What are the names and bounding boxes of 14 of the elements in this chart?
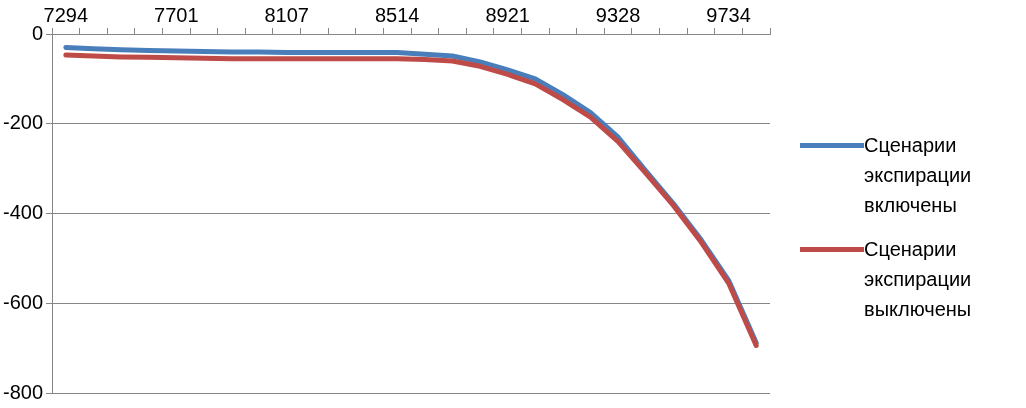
y-tick-label: 0 — [31, 21, 44, 44]
x-tick-label: 8921 — [485, 3, 530, 26]
x-tick-label: 7294 — [43, 3, 89, 26]
x-tick-label: 8514 — [374, 3, 420, 26]
y-tick-label: -600 — [3, 290, 44, 313]
x-tick-label: 9734 — [706, 3, 751, 26]
x-tick-label: 8107 — [264, 3, 309, 26]
y-tick-label: -200 — [3, 111, 44, 134]
legend-label: Сценарии экспирации включены — [864, 133, 973, 218]
y-tick-label: -400 — [3, 201, 44, 224]
legend-label: Сценарии экспирации выключены — [864, 237, 973, 322]
y-tick-label: -800 — [3, 380, 44, 403]
x-tick-label: 9328 — [595, 3, 641, 26]
x-tick-label: 7701 — [154, 3, 199, 26]
